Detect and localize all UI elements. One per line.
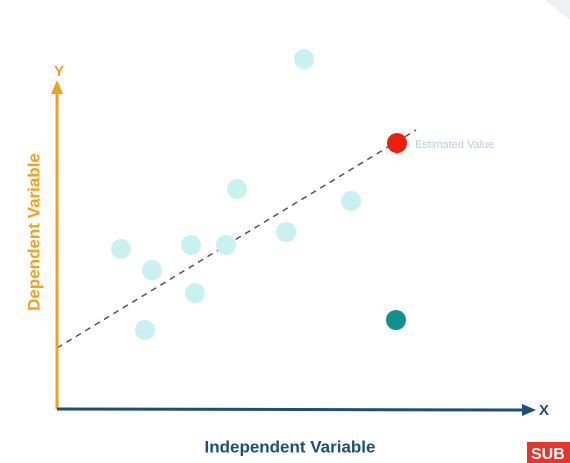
point [135, 320, 155, 340]
y-letter: Y [54, 63, 64, 80]
x-axis [56, 407, 525, 412]
y-title: Dependent Variable [24, 153, 43, 311]
point [181, 235, 201, 255]
point [216, 235, 236, 255]
y-arrow [51, 80, 63, 94]
point [276, 222, 296, 242]
data-points [111, 49, 361, 340]
point [142, 260, 162, 280]
point [111, 239, 131, 259]
regression-line [56, 129, 417, 349]
estimated-point [387, 133, 407, 153]
annotation: Estimated Value [415, 139, 494, 151]
badge [527, 442, 570, 463]
point [227, 179, 247, 199]
x-letter: X [539, 402, 549, 419]
x-title: Independent Variable [205, 437, 376, 456]
point [341, 191, 361, 211]
badge-text: SUB [531, 446, 565, 463]
corner-decoration [545, 0, 570, 20]
point [185, 283, 205, 303]
outlier-point [386, 310, 406, 330]
x-arrow [522, 404, 536, 416]
point [294, 49, 314, 69]
